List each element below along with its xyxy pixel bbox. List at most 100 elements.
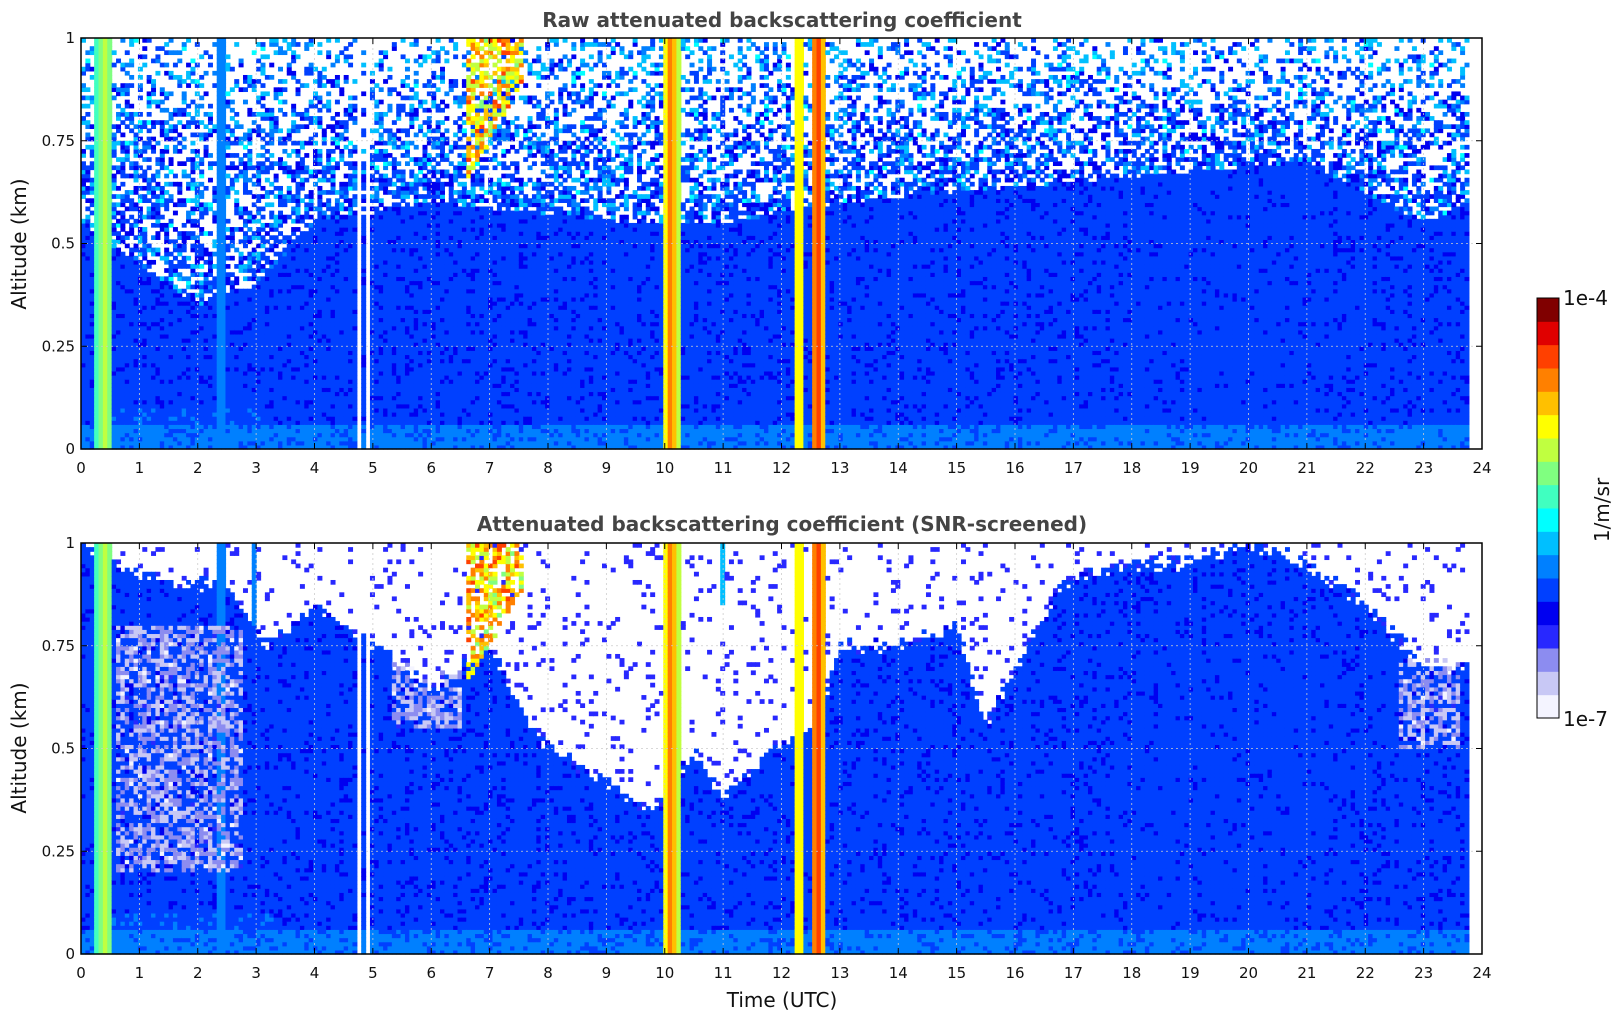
- heatmap-cell: [164, 280, 169, 285]
- heatmap-cell: [169, 363, 174, 368]
- heatmap-cell: [199, 202, 204, 207]
- heatmap-cell: [120, 211, 125, 216]
- heatmap-cell: [103, 91, 108, 96]
- heatmap-cell: [85, 59, 90, 64]
- heatmap-cell: [147, 100, 152, 105]
- heatmap-cell: [147, 322, 152, 327]
- heatmap-cell: [204, 400, 209, 405]
- heatmap-cell: [208, 202, 213, 207]
- heatmap-cell: [129, 383, 134, 388]
- heatmap-cell: [155, 379, 160, 384]
- heatmap-cell: [173, 371, 178, 376]
- heatmap-cell: [125, 153, 130, 158]
- heatmap-cell: [112, 244, 117, 249]
- heatmap-cell: [199, 326, 204, 331]
- heatmap-cell: [120, 161, 125, 166]
- heatmap-cell: [204, 153, 209, 158]
- heatmap-cell: [177, 383, 182, 388]
- heatmap-cell: [85, 391, 90, 396]
- heatmap-cell: [147, 330, 152, 335]
- heatmap-cell: [195, 379, 200, 384]
- heatmap-cell: [190, 322, 195, 327]
- heatmap-cell: [173, 301, 178, 306]
- heatmap-cell: [107, 194, 112, 199]
- heatmap-cell: [195, 285, 200, 290]
- heatmap-cell: [208, 412, 213, 417]
- heatmap-cell: [94, 75, 99, 80]
- heatmap-cell: [138, 215, 143, 220]
- heatmap-cell: [120, 367, 125, 372]
- heatmap-cell: [99, 182, 104, 187]
- heatmap-cell: [138, 346, 143, 351]
- heatmap-cell: [94, 334, 99, 339]
- heatmap-cell: [204, 280, 209, 285]
- heatmap-cell: [208, 161, 213, 166]
- heatmap-cell: [182, 383, 187, 388]
- heatmap-cell: [169, 433, 174, 438]
- heatmap-cell: [103, 83, 108, 88]
- heatmap-cell: [190, 219, 195, 224]
- heatmap-cell: [90, 313, 95, 318]
- heatmap-cell: [103, 79, 108, 84]
- heatmap-cell: [142, 244, 147, 249]
- heatmap-cell: [134, 326, 139, 331]
- heatmap-cell: [155, 309, 160, 314]
- heatmap-cell: [208, 428, 213, 433]
- heatmap-cell: [134, 149, 139, 154]
- heatmap-cell: [116, 219, 121, 224]
- heatmap-cell: [94, 186, 99, 191]
- heatmap-cell: [129, 63, 134, 68]
- heatmap-cell: [103, 223, 108, 228]
- heatmap-cell: [134, 367, 139, 372]
- heatmap-cell: [99, 293, 104, 298]
- heatmap-cell: [138, 363, 143, 368]
- heatmap-cell: [99, 338, 104, 343]
- heatmap-cell: [195, 112, 200, 117]
- heatmap-cell: [177, 83, 182, 88]
- heatmap-cell: [195, 338, 200, 343]
- heatmap-cell: [212, 330, 217, 335]
- heatmap-cell: [138, 75, 143, 80]
- heatmap-cell: [107, 79, 112, 84]
- heatmap-cell: [90, 363, 95, 368]
- heatmap-cell: [134, 244, 139, 249]
- heatmap-cell: [134, 285, 139, 290]
- heatmap-cell: [99, 75, 104, 80]
- heatmap-cell: [182, 412, 187, 417]
- heatmap-cell: [107, 223, 112, 228]
- heatmap-cell: [90, 223, 95, 228]
- heatmap-cell: [107, 133, 112, 138]
- heatmap-cell: [199, 244, 204, 249]
- heatmap-cell: [107, 416, 112, 421]
- heatmap-cell: [138, 165, 143, 170]
- heatmap-cell: [204, 420, 209, 425]
- heatmap-cell: [164, 289, 169, 294]
- heatmap-cell: [204, 404, 209, 409]
- heatmap-cell: [107, 71, 112, 76]
- heatmap-cell: [138, 441, 143, 446]
- heatmap-cell: [173, 285, 178, 290]
- heatmap-cell: [112, 424, 117, 429]
- heatmap-cell: [94, 433, 99, 438]
- heatmap-cell: [112, 338, 117, 343]
- heatmap-cell: [112, 207, 117, 212]
- heatmap-cell: [169, 420, 174, 425]
- heatmap-cell: [155, 157, 160, 162]
- heatmap-cell: [90, 293, 95, 298]
- heatmap-cell: [134, 383, 139, 388]
- heatmap-cell: [177, 120, 182, 125]
- heatmap-cell: [177, 260, 182, 265]
- heatmap-cell: [99, 367, 104, 372]
- heatmap-cell: [99, 145, 104, 150]
- heatmap-cell: [169, 416, 174, 421]
- heatmap-cell: [155, 141, 160, 146]
- heatmap-cell: [173, 182, 178, 187]
- heatmap-cell: [94, 170, 99, 175]
- heatmap-cell: [155, 54, 160, 59]
- heatmap-cell: [147, 420, 152, 425]
- heatmap-cell: [182, 301, 187, 306]
- heatmap-cell: [129, 391, 134, 396]
- heatmap-cell: [107, 104, 112, 109]
- heatmap-cell: [125, 71, 130, 76]
- heatmap-cell: [212, 391, 217, 396]
